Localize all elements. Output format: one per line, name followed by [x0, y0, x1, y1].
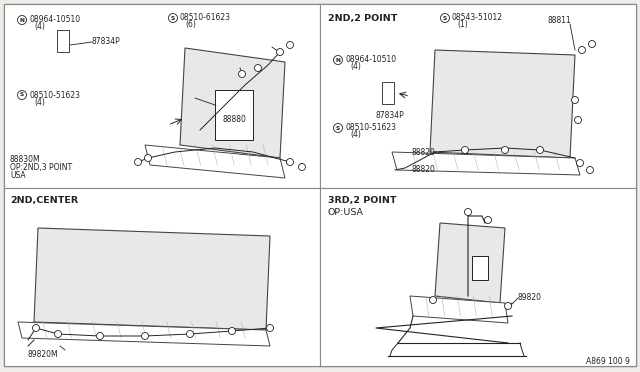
Bar — [4, 4, 320, 188]
Polygon shape — [180, 48, 285, 158]
Text: 2ND,2 POINT: 2ND,2 POINT — [328, 14, 397, 23]
Circle shape — [228, 327, 236, 334]
Circle shape — [255, 64, 262, 71]
Circle shape — [186, 330, 193, 337]
Text: N: N — [335, 58, 340, 62]
Polygon shape — [410, 296, 508, 323]
Polygon shape — [430, 50, 575, 158]
Text: S: S — [171, 16, 175, 20]
Circle shape — [134, 158, 141, 166]
Bar — [57, 30, 69, 52]
Text: 87834P: 87834P — [375, 110, 404, 119]
Text: (4): (4) — [350, 131, 361, 140]
Bar — [320, 188, 636, 366]
Circle shape — [504, 302, 511, 310]
Circle shape — [589, 41, 595, 48]
Circle shape — [287, 42, 294, 48]
Text: USA: USA — [10, 171, 26, 180]
Polygon shape — [18, 322, 270, 346]
Text: 88820: 88820 — [412, 148, 436, 157]
Text: 88830M: 88830M — [10, 155, 40, 164]
Text: 88811: 88811 — [548, 16, 572, 25]
Text: 08964-10510: 08964-10510 — [345, 55, 396, 64]
Text: 08543-51012: 08543-51012 — [452, 13, 503, 22]
Circle shape — [586, 167, 593, 173]
Text: 08510-51623: 08510-51623 — [345, 124, 396, 132]
Text: (4): (4) — [350, 62, 361, 71]
Text: N: N — [20, 17, 24, 22]
Text: OP:2ND,3 POINT: OP:2ND,3 POINT — [10, 163, 72, 172]
Circle shape — [17, 16, 26, 25]
Text: 08510-51623: 08510-51623 — [29, 90, 80, 99]
Text: 89820: 89820 — [518, 294, 542, 302]
Circle shape — [579, 46, 586, 54]
Text: 2ND,CENTER: 2ND,CENTER — [10, 196, 78, 205]
Circle shape — [33, 324, 40, 331]
Circle shape — [577, 160, 584, 167]
Bar — [320, 4, 636, 188]
Circle shape — [145, 154, 152, 161]
Text: 88820: 88820 — [412, 165, 436, 174]
Circle shape — [575, 116, 582, 124]
Text: (4): (4) — [34, 97, 45, 106]
Text: OP:USA: OP:USA — [328, 208, 364, 217]
Polygon shape — [145, 145, 285, 178]
Circle shape — [572, 96, 579, 103]
Circle shape — [168, 13, 177, 22]
Circle shape — [97, 333, 104, 340]
Circle shape — [17, 90, 26, 99]
Text: (4): (4) — [34, 22, 45, 32]
Circle shape — [239, 71, 246, 77]
Circle shape — [440, 13, 449, 22]
Circle shape — [429, 296, 436, 304]
Text: (1): (1) — [457, 20, 468, 29]
Text: S: S — [336, 125, 340, 131]
Circle shape — [298, 164, 305, 170]
Text: S: S — [20, 93, 24, 97]
Polygon shape — [435, 223, 505, 303]
Text: 87834P: 87834P — [92, 38, 121, 46]
Bar — [215, 90, 253, 140]
Text: 89820M: 89820M — [28, 350, 59, 359]
Circle shape — [54, 330, 61, 337]
Text: A869 100 9: A869 100 9 — [586, 357, 630, 366]
Text: 3RD,2 POINT: 3RD,2 POINT — [328, 196, 397, 205]
Bar — [472, 256, 488, 280]
Circle shape — [141, 333, 148, 340]
Text: 08964-10510: 08964-10510 — [29, 16, 80, 25]
Circle shape — [266, 324, 273, 331]
Polygon shape — [34, 228, 270, 330]
Text: 08510-61623: 08510-61623 — [180, 13, 231, 22]
Circle shape — [536, 147, 543, 154]
Circle shape — [484, 217, 492, 224]
Circle shape — [465, 208, 472, 215]
Text: 88880: 88880 — [222, 115, 246, 124]
Circle shape — [276, 48, 284, 55]
Text: (6): (6) — [185, 20, 196, 29]
Text: S: S — [443, 16, 447, 20]
Circle shape — [287, 158, 294, 166]
Circle shape — [333, 124, 342, 132]
Bar — [4, 188, 320, 366]
Circle shape — [502, 147, 509, 154]
Circle shape — [461, 147, 468, 154]
Circle shape — [333, 55, 342, 64]
Bar — [382, 82, 394, 104]
Polygon shape — [392, 152, 580, 175]
